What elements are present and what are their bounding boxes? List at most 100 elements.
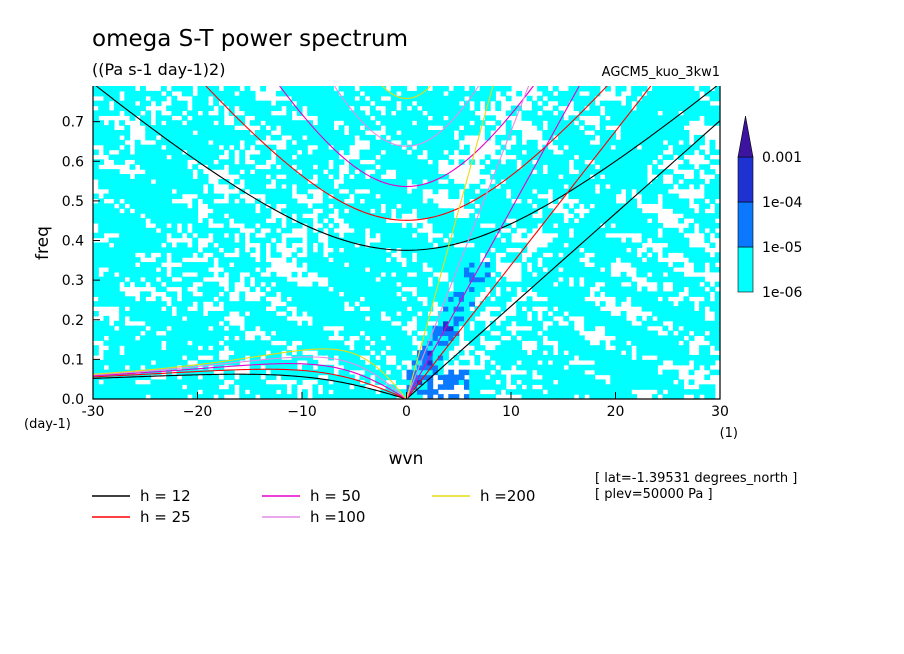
heat-cell (249, 110, 256, 116)
heat-cell (453, 227, 460, 234)
heat-cell (103, 222, 110, 229)
heat-cell (312, 335, 319, 341)
heat-cell (322, 286, 329, 293)
heat-cell (119, 213, 125, 219)
heat-cell (124, 359, 131, 366)
heat-cell (291, 120, 298, 126)
heat-cell (448, 134, 455, 141)
heat-cell (354, 159, 361, 165)
heat-cell (573, 364, 580, 371)
heat-cell (218, 262, 225, 268)
heat-cell (401, 178, 408, 185)
heat-cell (328, 266, 334, 273)
heat-cell (359, 271, 366, 278)
heat-cell (291, 359, 298, 366)
heat-cell (181, 306, 188, 312)
heat-cell (672, 369, 679, 376)
heat-cell (631, 227, 637, 234)
heat-cell (260, 125, 267, 131)
heat-cell (254, 306, 261, 312)
heat-cell (134, 325, 141, 332)
heat-cell (542, 183, 549, 190)
heat-cell (192, 154, 199, 160)
heat-cell (568, 320, 575, 327)
heat-cell (631, 247, 637, 253)
heat-cell (396, 159, 402, 165)
heat-cell (558, 291, 564, 297)
heat-cell (108, 252, 115, 258)
heat-cell (338, 374, 345, 381)
heat-cell (521, 310, 528, 317)
heat-cell (458, 379, 465, 385)
heat-cell (657, 271, 664, 278)
heat-cell (150, 242, 157, 248)
heat-cell (286, 359, 293, 366)
heat-cell (307, 301, 314, 307)
heat-cell (610, 340, 617, 346)
heat-cell (631, 178, 637, 185)
heat-cell (584, 139, 590, 146)
heat-cell (129, 242, 136, 248)
heat-cell (552, 271, 559, 278)
heat-cell (516, 208, 523, 214)
heat-cell (453, 354, 460, 361)
heat-cell (307, 169, 314, 175)
heat-cell (192, 110, 199, 116)
heat-cell (385, 232, 392, 239)
heat-cell (427, 340, 434, 346)
heat-cell (537, 271, 543, 278)
heat-cell (678, 310, 685, 317)
heat-cell (558, 242, 564, 248)
heat-cell (620, 384, 627, 390)
heat-cell (693, 174, 700, 180)
heat-cell (558, 335, 564, 341)
heat-cell (244, 144, 251, 151)
heat-cell (140, 174, 146, 180)
heat-cell (385, 164, 392, 170)
heat-cell (202, 193, 209, 200)
heat-cell (160, 310, 167, 317)
heat-cell (291, 374, 298, 381)
heat-cell (145, 301, 152, 307)
heat-cell (375, 315, 381, 322)
heat-cell (531, 335, 538, 341)
heat-cell (181, 139, 188, 146)
heat-cell (197, 394, 204, 399)
heat-cell (364, 310, 371, 317)
heat-cell (662, 130, 669, 136)
heat-cell (296, 310, 303, 317)
heat-cell (244, 208, 251, 214)
heat-cell (646, 340, 653, 346)
heat-cell (113, 296, 120, 302)
heat-cell (270, 394, 277, 399)
heat-cell (160, 379, 167, 385)
heat-cell (317, 364, 324, 371)
heat-cell (281, 345, 287, 351)
heat-cell (453, 183, 460, 190)
heat-cell (202, 178, 209, 185)
heat-cell (307, 237, 314, 244)
heat-cell (406, 340, 413, 346)
heat-cell (578, 188, 585, 195)
heat-cell (662, 296, 669, 302)
heat-cell (364, 389, 371, 395)
heat-cell (98, 247, 105, 253)
heat-cell (234, 266, 240, 273)
heat-cell (672, 120, 679, 126)
heat-cell (448, 125, 455, 131)
heat-cell (620, 291, 627, 297)
heat-cell (213, 389, 219, 395)
heat-cell (495, 325, 502, 332)
heat-cell (490, 188, 496, 195)
heat-cell (354, 237, 361, 244)
heat-cell (443, 301, 449, 307)
heat-cell (369, 257, 376, 263)
heat-cell (709, 193, 716, 200)
heat-cell (594, 149, 601, 156)
heat-cell (228, 169, 235, 175)
heat-cell (218, 193, 225, 200)
heat-cell (171, 174, 178, 180)
heat-cell (443, 227, 449, 234)
heat-cell (427, 364, 434, 371)
heat-cell (354, 164, 361, 170)
